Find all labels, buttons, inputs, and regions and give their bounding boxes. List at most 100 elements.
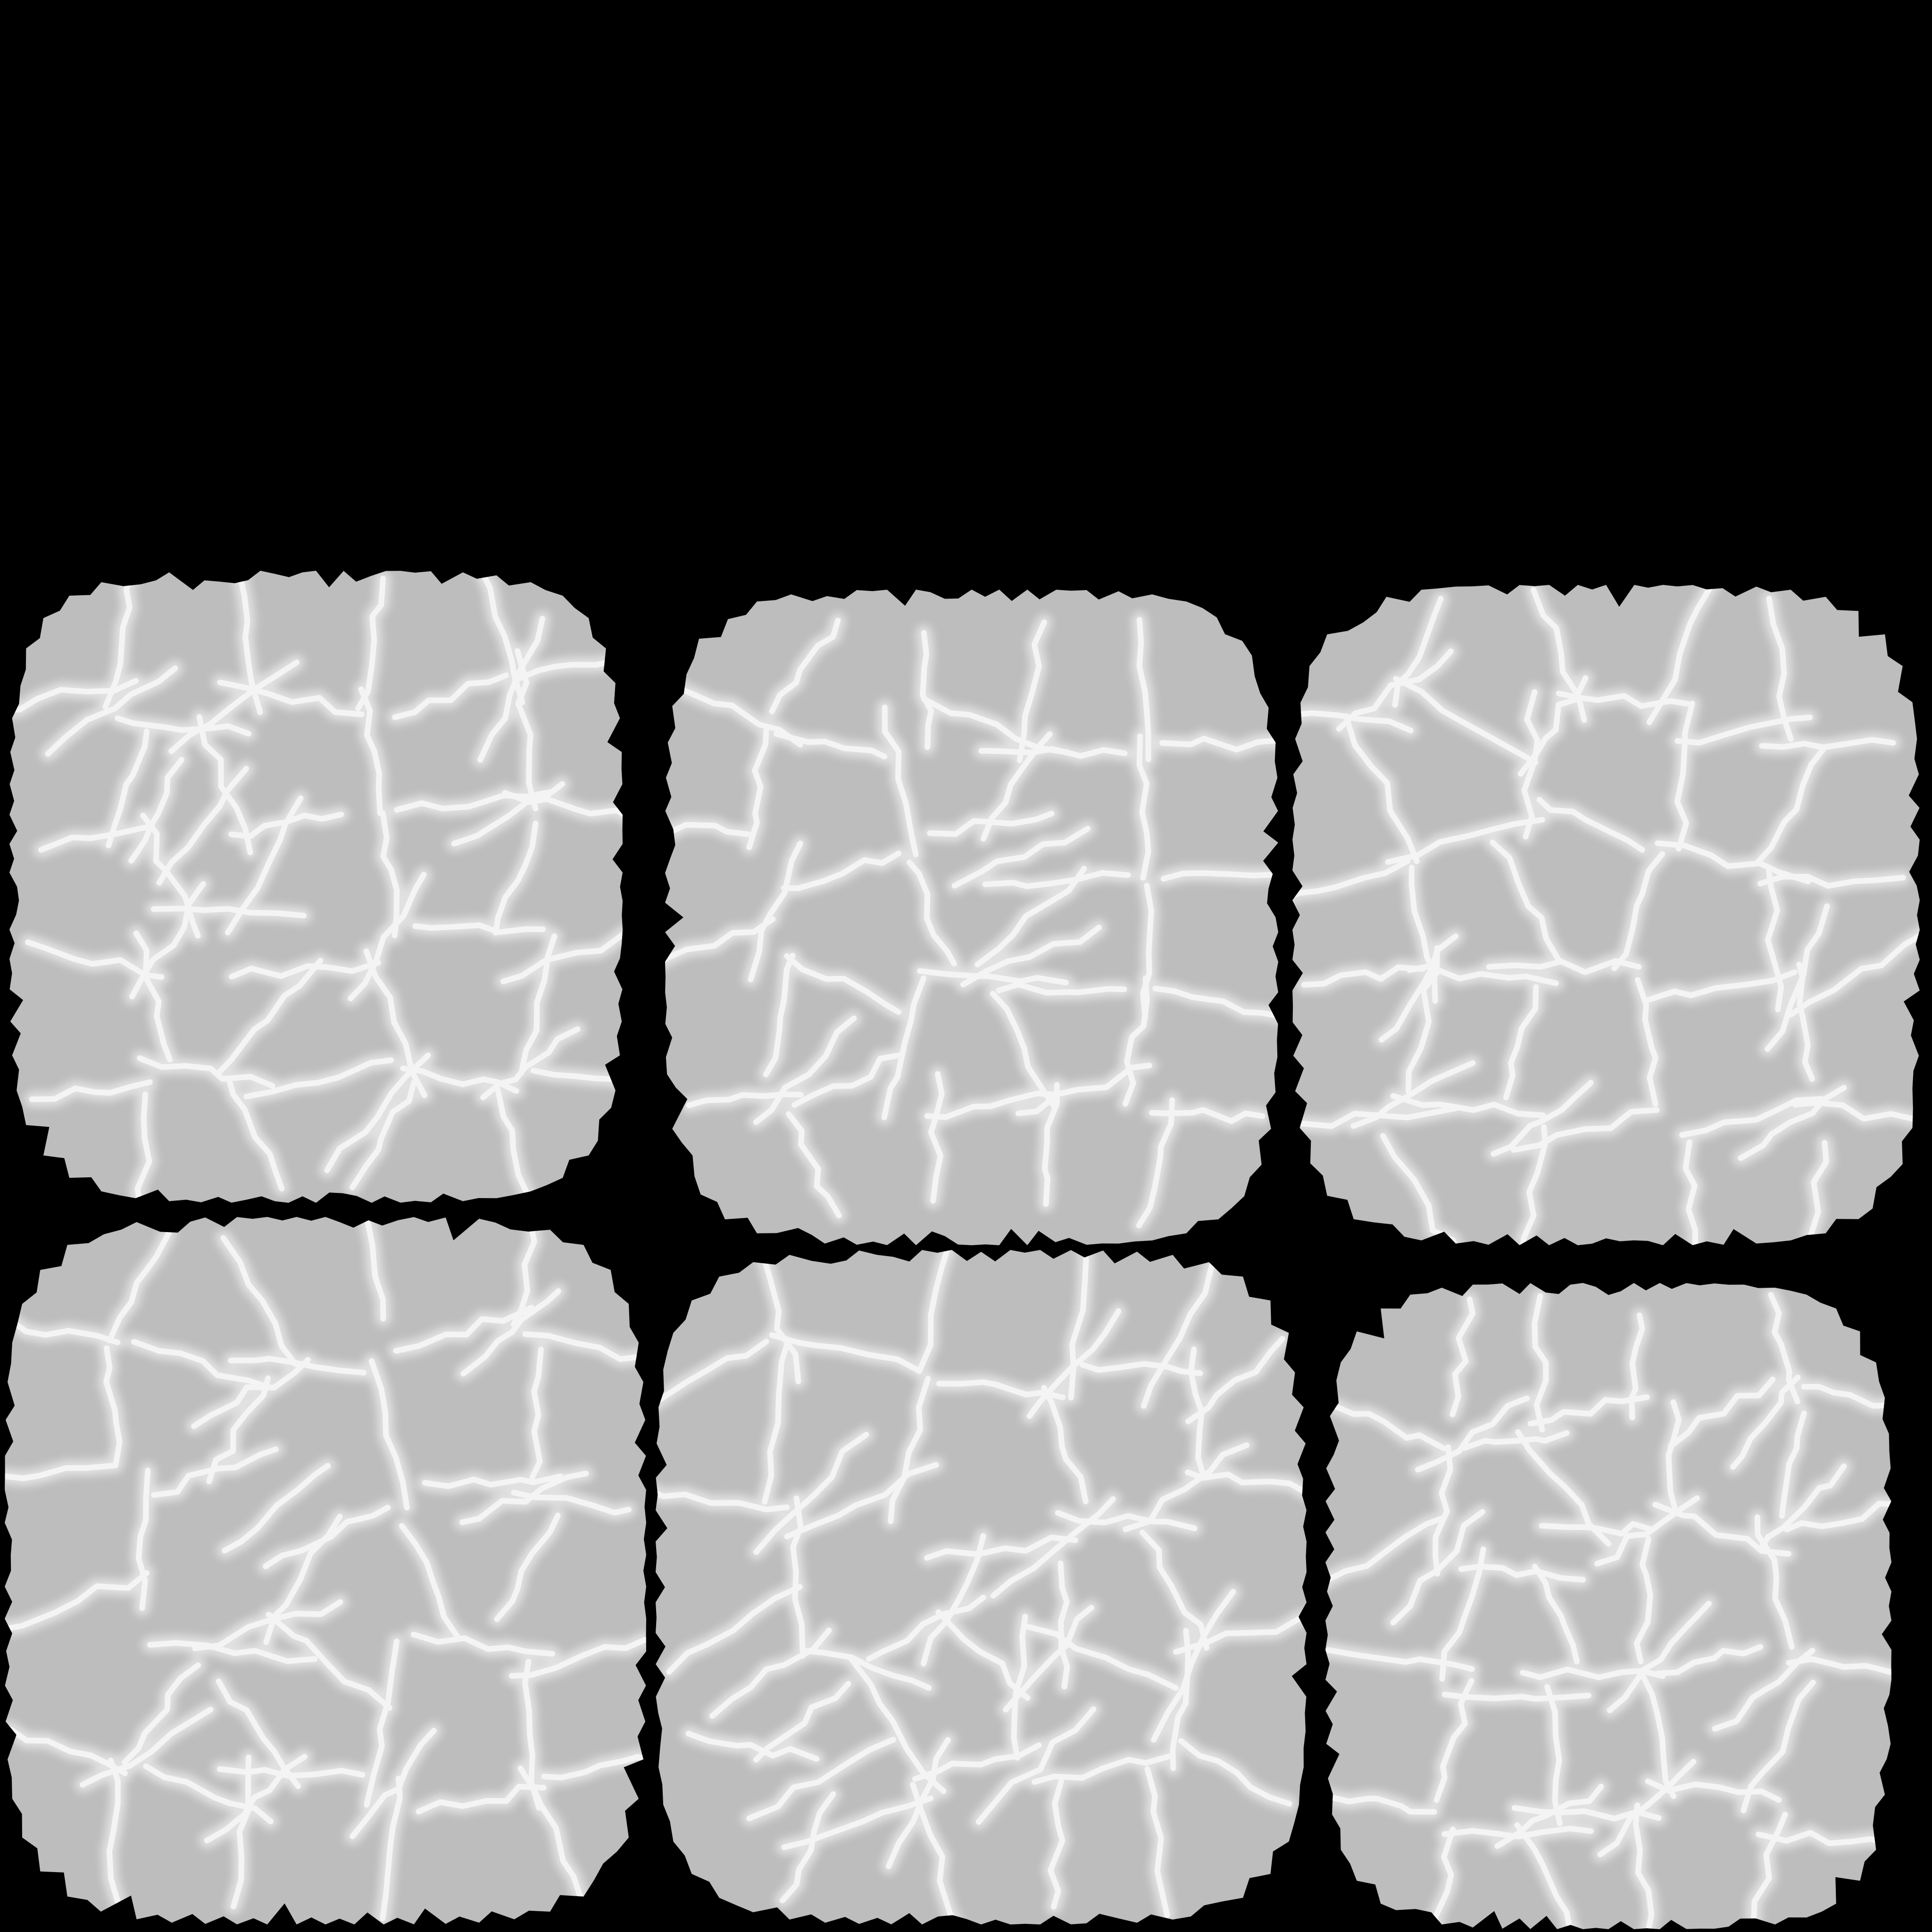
crack-line: [45, 665, 178, 757]
crack-line: [1756, 1830, 1891, 1848]
crack-line: [1122, 975, 1150, 1107]
crack-line: [151, 1446, 279, 1498]
crack-line: [324, 1052, 431, 1174]
crack-line: [1796, 961, 1815, 1082]
crack-line: [916, 1250, 957, 1374]
crack-line: [928, 1071, 945, 1204]
crack-line: [511, 1490, 632, 1516]
crack-line: [459, 1471, 589, 1525]
crack-network: [665, 611, 1278, 1233]
crack-line: [781, 1795, 933, 1850]
crack-line: [1022, 1623, 1179, 1691]
crack-line: [748, 841, 803, 983]
crack-line: [769, 617, 841, 715]
crack-line: [1757, 1463, 1847, 1553]
crack-line: [1755, 744, 1828, 865]
crack-line: [1136, 616, 1151, 762]
crack-line: [1325, 1647, 1475, 1672]
crack-line: [1607, 1600, 1712, 1713]
crack-line: [753, 1432, 869, 1555]
crack-line: [1390, 1509, 1485, 1625]
crack-line: [1041, 1385, 1089, 1505]
crack-line: [917, 968, 1069, 986]
crack-line: [1521, 689, 1541, 840]
crack-line: [1178, 1738, 1292, 1807]
crack-line: [5, 1570, 150, 1632]
crack-line: [656, 1484, 790, 1513]
crack-line: [1160, 870, 1278, 882]
crack-line: [1343, 713, 1420, 864]
crack-line: [1491, 1080, 1594, 1157]
crack-line: [410, 1632, 555, 1657]
crack-line: [685, 1731, 820, 1762]
crack-line: [991, 1496, 1116, 1599]
crack-line: [107, 1230, 172, 1344]
crack-line: [1527, 1394, 1650, 1427]
crack-line: [102, 571, 139, 710]
crack-line: [1407, 963, 1559, 986]
crack-line: [225, 795, 304, 935]
crack-line: [106, 1757, 121, 1905]
crack-line: [477, 571, 525, 705]
crack-line: [137, 1055, 275, 1089]
crack-line: [990, 991, 1058, 1109]
crack-line: [912, 1742, 1042, 1782]
crack-network: [5, 1217, 646, 1924]
crack-line: [1597, 1758, 1697, 1857]
crack-line: [263, 1505, 391, 1569]
crack-line: [1674, 700, 1695, 852]
crack-line: [981, 731, 1053, 841]
crack-line: [103, 1345, 123, 1468]
crack-line: [774, 731, 888, 760]
crack-line: [1768, 1292, 1800, 1405]
stone-tile: [5, 1217, 646, 1924]
crack-line: [477, 616, 545, 763]
crack-line: [517, 1765, 584, 1901]
crack-line: [769, 1332, 921, 1373]
crack-line: [422, 1473, 564, 1489]
crack-line: [951, 825, 1091, 889]
crack-line: [1330, 1402, 1447, 1451]
crack-line: [666, 1584, 803, 1675]
crack-line: [1336, 648, 1454, 732]
crack-line: [665, 916, 776, 969]
crack-line: [1674, 714, 1813, 746]
crack-line: [975, 1706, 1097, 1825]
crack-line: [518, 933, 558, 1076]
crack-line: [1779, 1410, 1807, 1519]
crack-line: [1788, 930, 1920, 1018]
crack-line: [368, 1358, 410, 1511]
crack-line: [222, 1463, 331, 1554]
crack-line: [140, 812, 201, 939]
crack-line: [1292, 858, 1411, 906]
crack-line: [1136, 1097, 1175, 1228]
crack-line: [1802, 1140, 1829, 1245]
crack-line: [746, 728, 769, 850]
crack-line: [150, 906, 307, 919]
crack-line: [927, 810, 1055, 837]
crack-line: [779, 1791, 836, 1904]
crack-line: [848, 1655, 947, 1794]
crack-line: [1385, 816, 1545, 865]
crack-line: [1655, 840, 1811, 884]
crack-line: [1655, 1644, 1764, 1676]
crack-line: [1556, 691, 1691, 709]
crack-line: [1635, 977, 1658, 1107]
crack-network: [9, 571, 623, 1203]
crack-line: [216, 958, 324, 1076]
crack-line: [136, 1467, 151, 1611]
crack-line: [1393, 676, 1539, 766]
crack-line: [1786, 1656, 1891, 1677]
crack-line: [231, 1755, 251, 1909]
crack-line: [1740, 1680, 1816, 1814]
crack-line: [1611, 851, 1665, 971]
crack-line: [1738, 1812, 1788, 1929]
crack-line: [1632, 1802, 1655, 1929]
crack-line: [781, 850, 902, 891]
crack-line: [460, 1288, 561, 1377]
crack-line: [1151, 1589, 1236, 1743]
crack-line: [784, 1462, 939, 1540]
crack-line: [882, 704, 919, 858]
crack-line: [1188, 1346, 1207, 1480]
crack-line: [129, 881, 206, 999]
